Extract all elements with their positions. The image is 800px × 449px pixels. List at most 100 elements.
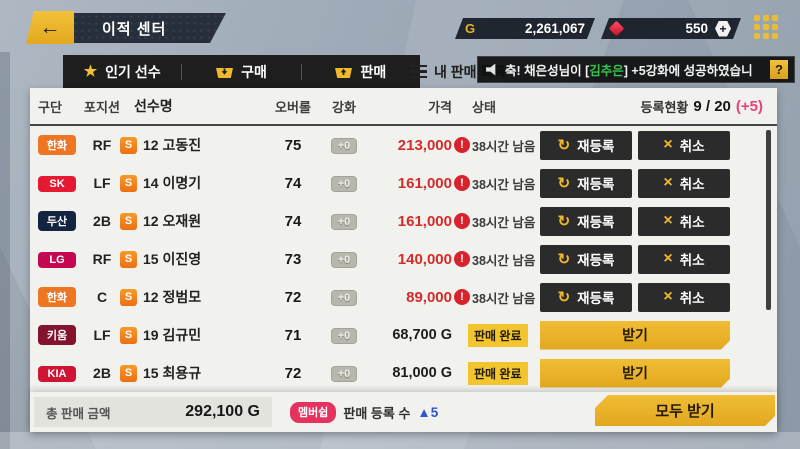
club-badge: LG bbox=[38, 252, 76, 268]
table-row: 키움 LF S 19 김규민 71 +0 68,700 G 판매 완료 받기 bbox=[30, 316, 777, 354]
column-status: 상태 bbox=[472, 99, 496, 115]
player-name-cell: S 19 김규민 bbox=[120, 325, 270, 345]
total-sales-value: 292,100 G bbox=[185, 403, 260, 420]
tab-buy[interactable]: 구매 bbox=[182, 55, 300, 88]
player-name-cell: S 15 최용규 bbox=[120, 363, 270, 383]
registration-count-delta: ▲5 bbox=[417, 404, 439, 420]
app-menu-button[interactable] bbox=[754, 15, 782, 41]
column-club: 구단 bbox=[38, 99, 62, 115]
alert-icon: ! bbox=[454, 289, 470, 305]
cancel-label: 취소 bbox=[679, 253, 705, 268]
relist-button[interactable]: ↻ 재등록 bbox=[540, 282, 632, 312]
tab-sell[interactable]: 판매 bbox=[302, 55, 420, 88]
page-title: 이적 센터 bbox=[102, 20, 167, 38]
overall-value: 72 bbox=[284, 364, 302, 382]
gold-coin-icon: G bbox=[465, 21, 476, 36]
x-icon: × bbox=[663, 136, 673, 153]
alert-icon: ! bbox=[454, 137, 470, 153]
scrollbar-thumb[interactable] bbox=[766, 130, 771, 310]
grade-badge: S bbox=[120, 364, 137, 382]
tab-label: 인기 선수 bbox=[105, 63, 161, 80]
help-question-badge[interactable]: ? bbox=[770, 60, 788, 79]
table-row: SK LF S 14 이명기 74 +0 161,000 ! 38시간 남음 ↻… bbox=[30, 164, 777, 202]
receive-all-button[interactable]: 모두 받기 bbox=[595, 395, 775, 426]
tab-label: 판매 bbox=[360, 63, 387, 80]
relist-button[interactable]: ↻ 재등록 bbox=[540, 206, 632, 236]
add-currency-button[interactable]: + bbox=[715, 21, 731, 37]
refresh-icon: ↻ bbox=[557, 136, 571, 154]
receive-button[interactable]: 받기 bbox=[540, 321, 730, 350]
table-row: KIA 2B S 15 최용규 72 +0 81,000 G 판매 완료 받기 bbox=[30, 354, 777, 392]
cancel-label: 취소 bbox=[679, 139, 705, 154]
player-name-cell: S 12 정범모 bbox=[120, 287, 270, 307]
relist-label: 재등록 bbox=[577, 215, 615, 230]
club-badge: 한화 bbox=[38, 135, 76, 155]
club-badge: KIA bbox=[38, 366, 76, 382]
refresh-icon: ↻ bbox=[557, 250, 571, 268]
position-value: LF bbox=[93, 327, 111, 343]
grade-badge: S bbox=[120, 250, 137, 268]
player-name-cell: S 15 이진영 bbox=[120, 249, 270, 269]
relist-button[interactable]: ↻ 재등록 bbox=[540, 244, 632, 274]
tab-popular-players[interactable]: ★ 인기 선수 bbox=[63, 55, 181, 88]
registration-extra: (+5) bbox=[735, 97, 763, 115]
price-value: 161,000 bbox=[397, 212, 452, 230]
enhance-badge: +0 bbox=[330, 366, 358, 382]
position-value: LF bbox=[93, 175, 111, 191]
cancel-button[interactable]: × 취소 bbox=[638, 282, 730, 312]
column-enhance: 강화 bbox=[332, 99, 356, 115]
cart-up-icon bbox=[335, 68, 353, 78]
receive-button[interactable]: 받기 bbox=[540, 359, 730, 388]
enhance-badge: +0 bbox=[330, 290, 358, 306]
sold-status-badge: 판매 완료 bbox=[468, 361, 528, 385]
relist-label: 재등록 bbox=[577, 177, 615, 192]
relist-button[interactable]: ↻ 재등록 bbox=[540, 130, 632, 160]
alert-icon: ! bbox=[454, 175, 470, 191]
player-name-cell: S 12 오재원 bbox=[120, 211, 270, 231]
time-remaining: 38시간 남음 bbox=[472, 253, 536, 268]
sold-status-badge: 판매 완료 bbox=[468, 323, 528, 347]
table-header-row: 구단 포지션 선수명 오버롤 강화 가격 상태 등록현황 9 / 20 (+5) bbox=[30, 88, 777, 126]
cancel-button[interactable]: × 취소 bbox=[638, 206, 730, 236]
cancel-label: 취소 bbox=[679, 215, 705, 230]
player-name-cell: S 12 고동진 bbox=[120, 135, 270, 155]
player-name: 15 이진영 bbox=[143, 251, 202, 267]
time-remaining: 38시간 남음 bbox=[472, 139, 536, 154]
page-title-banner: 이적 센터 bbox=[58, 13, 226, 43]
enhance-badge: +0 bbox=[330, 138, 358, 154]
grade-badge: S bbox=[120, 326, 137, 344]
back-button[interactable]: ← bbox=[26, 11, 74, 44]
relist-button[interactable]: ↻ 재등록 bbox=[540, 168, 632, 198]
cancel-label: 취소 bbox=[679, 291, 705, 306]
grade-badge: S bbox=[120, 136, 137, 154]
list-menu-icon bbox=[410, 65, 427, 77]
gold-currency-display: G 2,261,067 bbox=[455, 18, 595, 39]
cancel-button[interactable]: × 취소 bbox=[638, 130, 730, 160]
registration-count-label: 판매 등록 수 bbox=[343, 405, 411, 421]
x-icon: × bbox=[663, 288, 673, 305]
table-row: 두산 2B S 12 오재원 74 +0 161,000 ! 38시간 남음 ↻… bbox=[30, 202, 777, 240]
star-icon: ★ bbox=[83, 63, 98, 80]
gem-currency-display: 550 + bbox=[601, 18, 741, 39]
sales-list-panel: 구단 포지션 선수명 오버롤 강화 가격 상태 등록현황 9 / 20 (+5)… bbox=[30, 88, 777, 432]
club-badge: SK bbox=[38, 176, 76, 192]
announcement-player-name: 김추은 bbox=[589, 64, 624, 78]
position-value: 2B bbox=[93, 365, 111, 381]
time-remaining: 38시간 남음 bbox=[472, 291, 536, 306]
table-row: 한화 C S 12 정범모 72 +0 89,000 ! 38시간 남음 ↻ 재… bbox=[30, 278, 777, 316]
column-overall: 오버롤 bbox=[275, 99, 311, 115]
x-icon: × bbox=[663, 212, 673, 229]
position-value: C bbox=[96, 289, 108, 305]
x-icon: × bbox=[663, 250, 673, 267]
divider bbox=[181, 63, 183, 80]
overall-value: 73 bbox=[284, 250, 302, 268]
cancel-button[interactable]: × 취소 bbox=[638, 168, 730, 198]
relist-label: 재등록 bbox=[577, 253, 615, 268]
overall-value: 71 bbox=[284, 326, 302, 344]
cancel-button[interactable]: × 취소 bbox=[638, 244, 730, 274]
price-value: 213,000 bbox=[397, 136, 452, 154]
alert-icon: ! bbox=[454, 213, 470, 229]
price-value: 81,000 G bbox=[392, 365, 452, 381]
enhance-badge: +0 bbox=[330, 176, 358, 192]
column-name: 선수명 bbox=[134, 98, 173, 114]
